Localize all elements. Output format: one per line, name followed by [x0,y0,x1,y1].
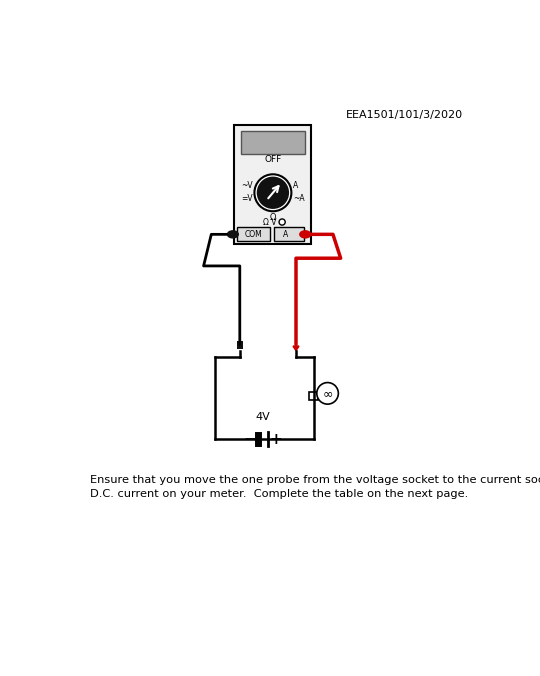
Ellipse shape [299,230,312,239]
Circle shape [279,219,285,225]
Circle shape [256,176,289,209]
Text: Ω: Ω [269,213,276,222]
Text: COM: COM [245,230,262,239]
Bar [274,227,303,241]
Text: ∞: ∞ [322,387,333,400]
Text: Ensure that you move the one probe from the voltage socket to the current socket: Ensure that you move the one probe from … [90,475,540,499]
Circle shape [317,383,339,404]
Bar [240,131,305,154]
Bar [237,341,243,349]
Bar [309,392,319,400]
Text: Ω V: Ω V [263,218,276,226]
Ellipse shape [227,230,239,239]
Text: ~V: ~V [241,180,253,189]
Text: 4V: 4V [255,412,270,422]
Text: −: − [244,432,256,447]
Text: =V: =V [241,195,253,203]
Bar [234,125,312,244]
Text: A: A [282,230,288,239]
Text: ~A: ~A [293,195,305,203]
Text: EEA1501/101/3/2020: EEA1501/101/3/2020 [346,110,463,120]
Text: +: + [269,432,282,447]
Circle shape [254,174,292,212]
Bar [238,227,270,241]
Text: OFF: OFF [264,155,281,164]
FancyArrow shape [293,346,299,351]
Text: A: A [293,180,298,189]
